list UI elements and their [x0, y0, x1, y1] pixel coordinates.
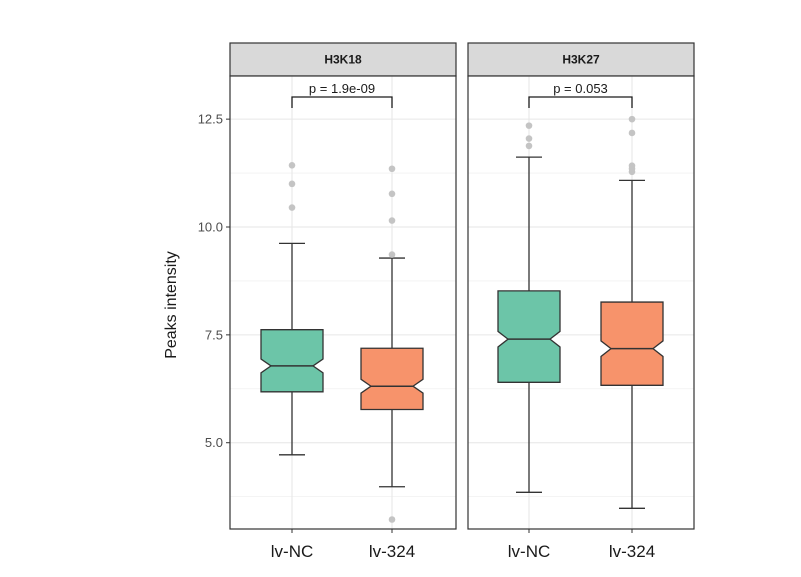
outlier-point [388, 516, 396, 523]
box-lv-nc [260, 329, 324, 393]
panel-border [229, 75, 457, 530]
x-tick-label: lv-324 [369, 542, 415, 561]
x-tick-label: lv-324 [609, 542, 655, 561]
box-lv-nc [497, 290, 561, 383]
panel-border [467, 75, 695, 530]
outlier-point [288, 180, 296, 188]
y-tick-label: 7.5 [205, 327, 223, 342]
facet-strip [229, 42, 457, 77]
facet-strip [467, 42, 695, 77]
outlier-point [388, 165, 396, 173]
y-axis-title: Peaks intensity [163, 251, 180, 359]
y-tick-label: 12.5 [198, 112, 223, 127]
panel-background [230, 76, 456, 529]
outlier-point [628, 129, 636, 137]
outlier-point [288, 204, 296, 211]
outlier-point [525, 122, 533, 129]
p-value-label: p = 0.053 [553, 81, 608, 96]
outlier-point [288, 162, 296, 169]
y-tick-label: 10.0 [198, 220, 223, 235]
outlier-point [388, 251, 396, 258]
facet-strip-label: H3K27 [562, 53, 600, 67]
x-tick-label: lv-NC [508, 542, 551, 561]
box-lv-324 [600, 301, 664, 386]
significance-bracket [291, 96, 393, 108]
outlier-point [525, 135, 533, 142]
significance-bracket [528, 96, 633, 108]
outlier-point [628, 162, 636, 170]
outlier-point [388, 190, 396, 198]
facet-strip-label: H3K18 [324, 53, 362, 67]
x-tick-label: lv-NC [271, 542, 314, 561]
box-lv-324 [360, 347, 424, 411]
outlier-point [388, 217, 396, 224]
outlier-point [628, 115, 636, 123]
p-value-label: p = 1.9e-09 [309, 81, 375, 96]
outlier-point [525, 142, 533, 150]
y-tick-label: 5.0 [205, 435, 223, 450]
